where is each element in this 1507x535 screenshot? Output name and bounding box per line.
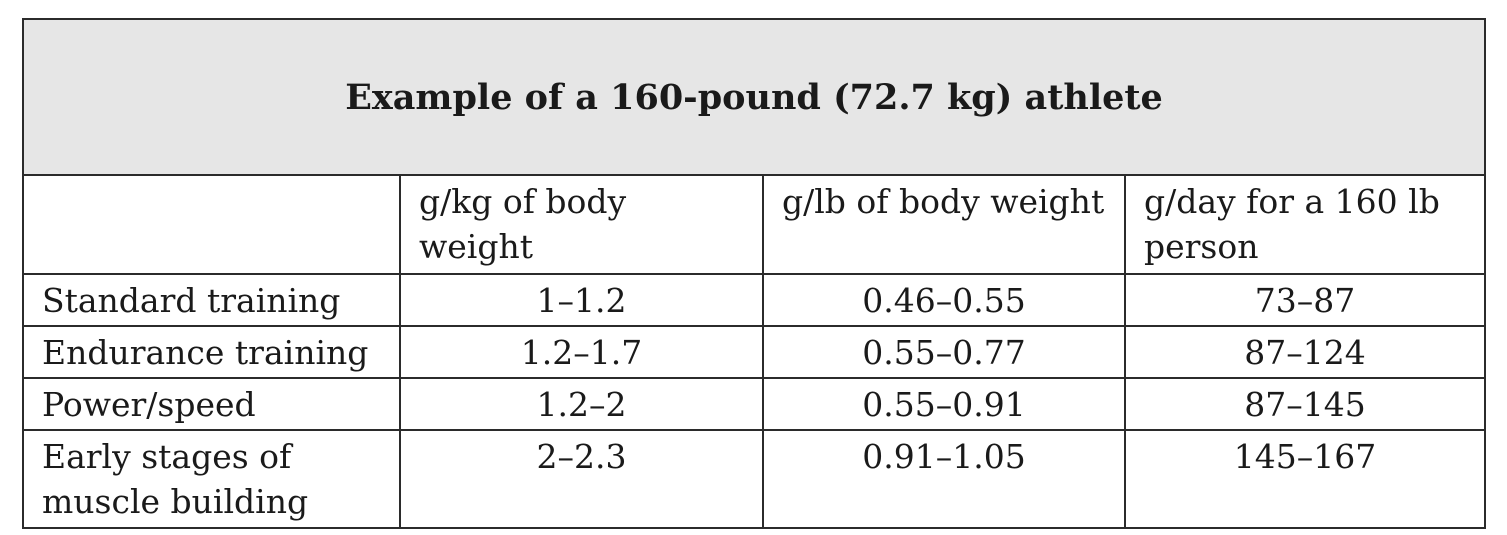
cell-g-per-lb: 0.46–0.55 — [762, 273, 1126, 327]
cell-g-per-lb: 0.55–0.77 — [762, 325, 1126, 379]
row-label: Standard training — [22, 273, 401, 327]
row-label: Endurance training — [22, 325, 401, 379]
cell-g-per-lb: 0.91–1.05 — [762, 429, 1126, 529]
row-label: Early stages of muscle building — [22, 429, 401, 529]
table-row: Endurance training 1.2–1.7 0.55–0.77 87–… — [22, 325, 1487, 379]
cell-g-per-day: 145–167 — [1123, 429, 1487, 529]
cell-g-per-kg: 1–1.2 — [399, 273, 764, 327]
table-row: Standard training 1–1.2 0.46–0.55 73–87 — [22, 273, 1487, 327]
header-g-per-day: g/day for a 160 lb person — [1123, 174, 1487, 275]
cell-g-per-day: 87–145 — [1123, 377, 1487, 431]
protein-table: Example of a 160-pound (72.7 kg) athlete… — [21, 18, 1487, 529]
cell-g-per-day: 87–124 — [1123, 325, 1487, 379]
cell-g-per-kg: 1.2–2 — [399, 377, 764, 431]
header-g-per-lb: g/lb of body weight — [762, 174, 1126, 275]
cell-g-per-kg: 2–2.3 — [399, 429, 764, 529]
cell-g-per-lb: 0.55–0.91 — [762, 377, 1126, 431]
header-blank — [22, 174, 401, 275]
table-title: Example of a 160-pound (72.7 kg) athlete — [21, 18, 1487, 176]
table-row: Power/speed 1.2–2 0.55–0.91 87–145 — [22, 377, 1487, 431]
cell-g-per-kg: 1.2–1.7 — [399, 325, 764, 379]
row-label: Power/speed — [22, 377, 401, 431]
header-row: g/kg of body weight g/lb of body weight … — [22, 174, 1487, 275]
table-row: Early stages of muscle building 2–2.3 0.… — [22, 429, 1487, 529]
title-row: Example of a 160-pound (72.7 kg) athlete — [21, 18, 1487, 176]
cell-g-per-day: 73–87 — [1123, 273, 1487, 327]
header-g-per-kg: g/kg of body weight — [399, 174, 764, 275]
